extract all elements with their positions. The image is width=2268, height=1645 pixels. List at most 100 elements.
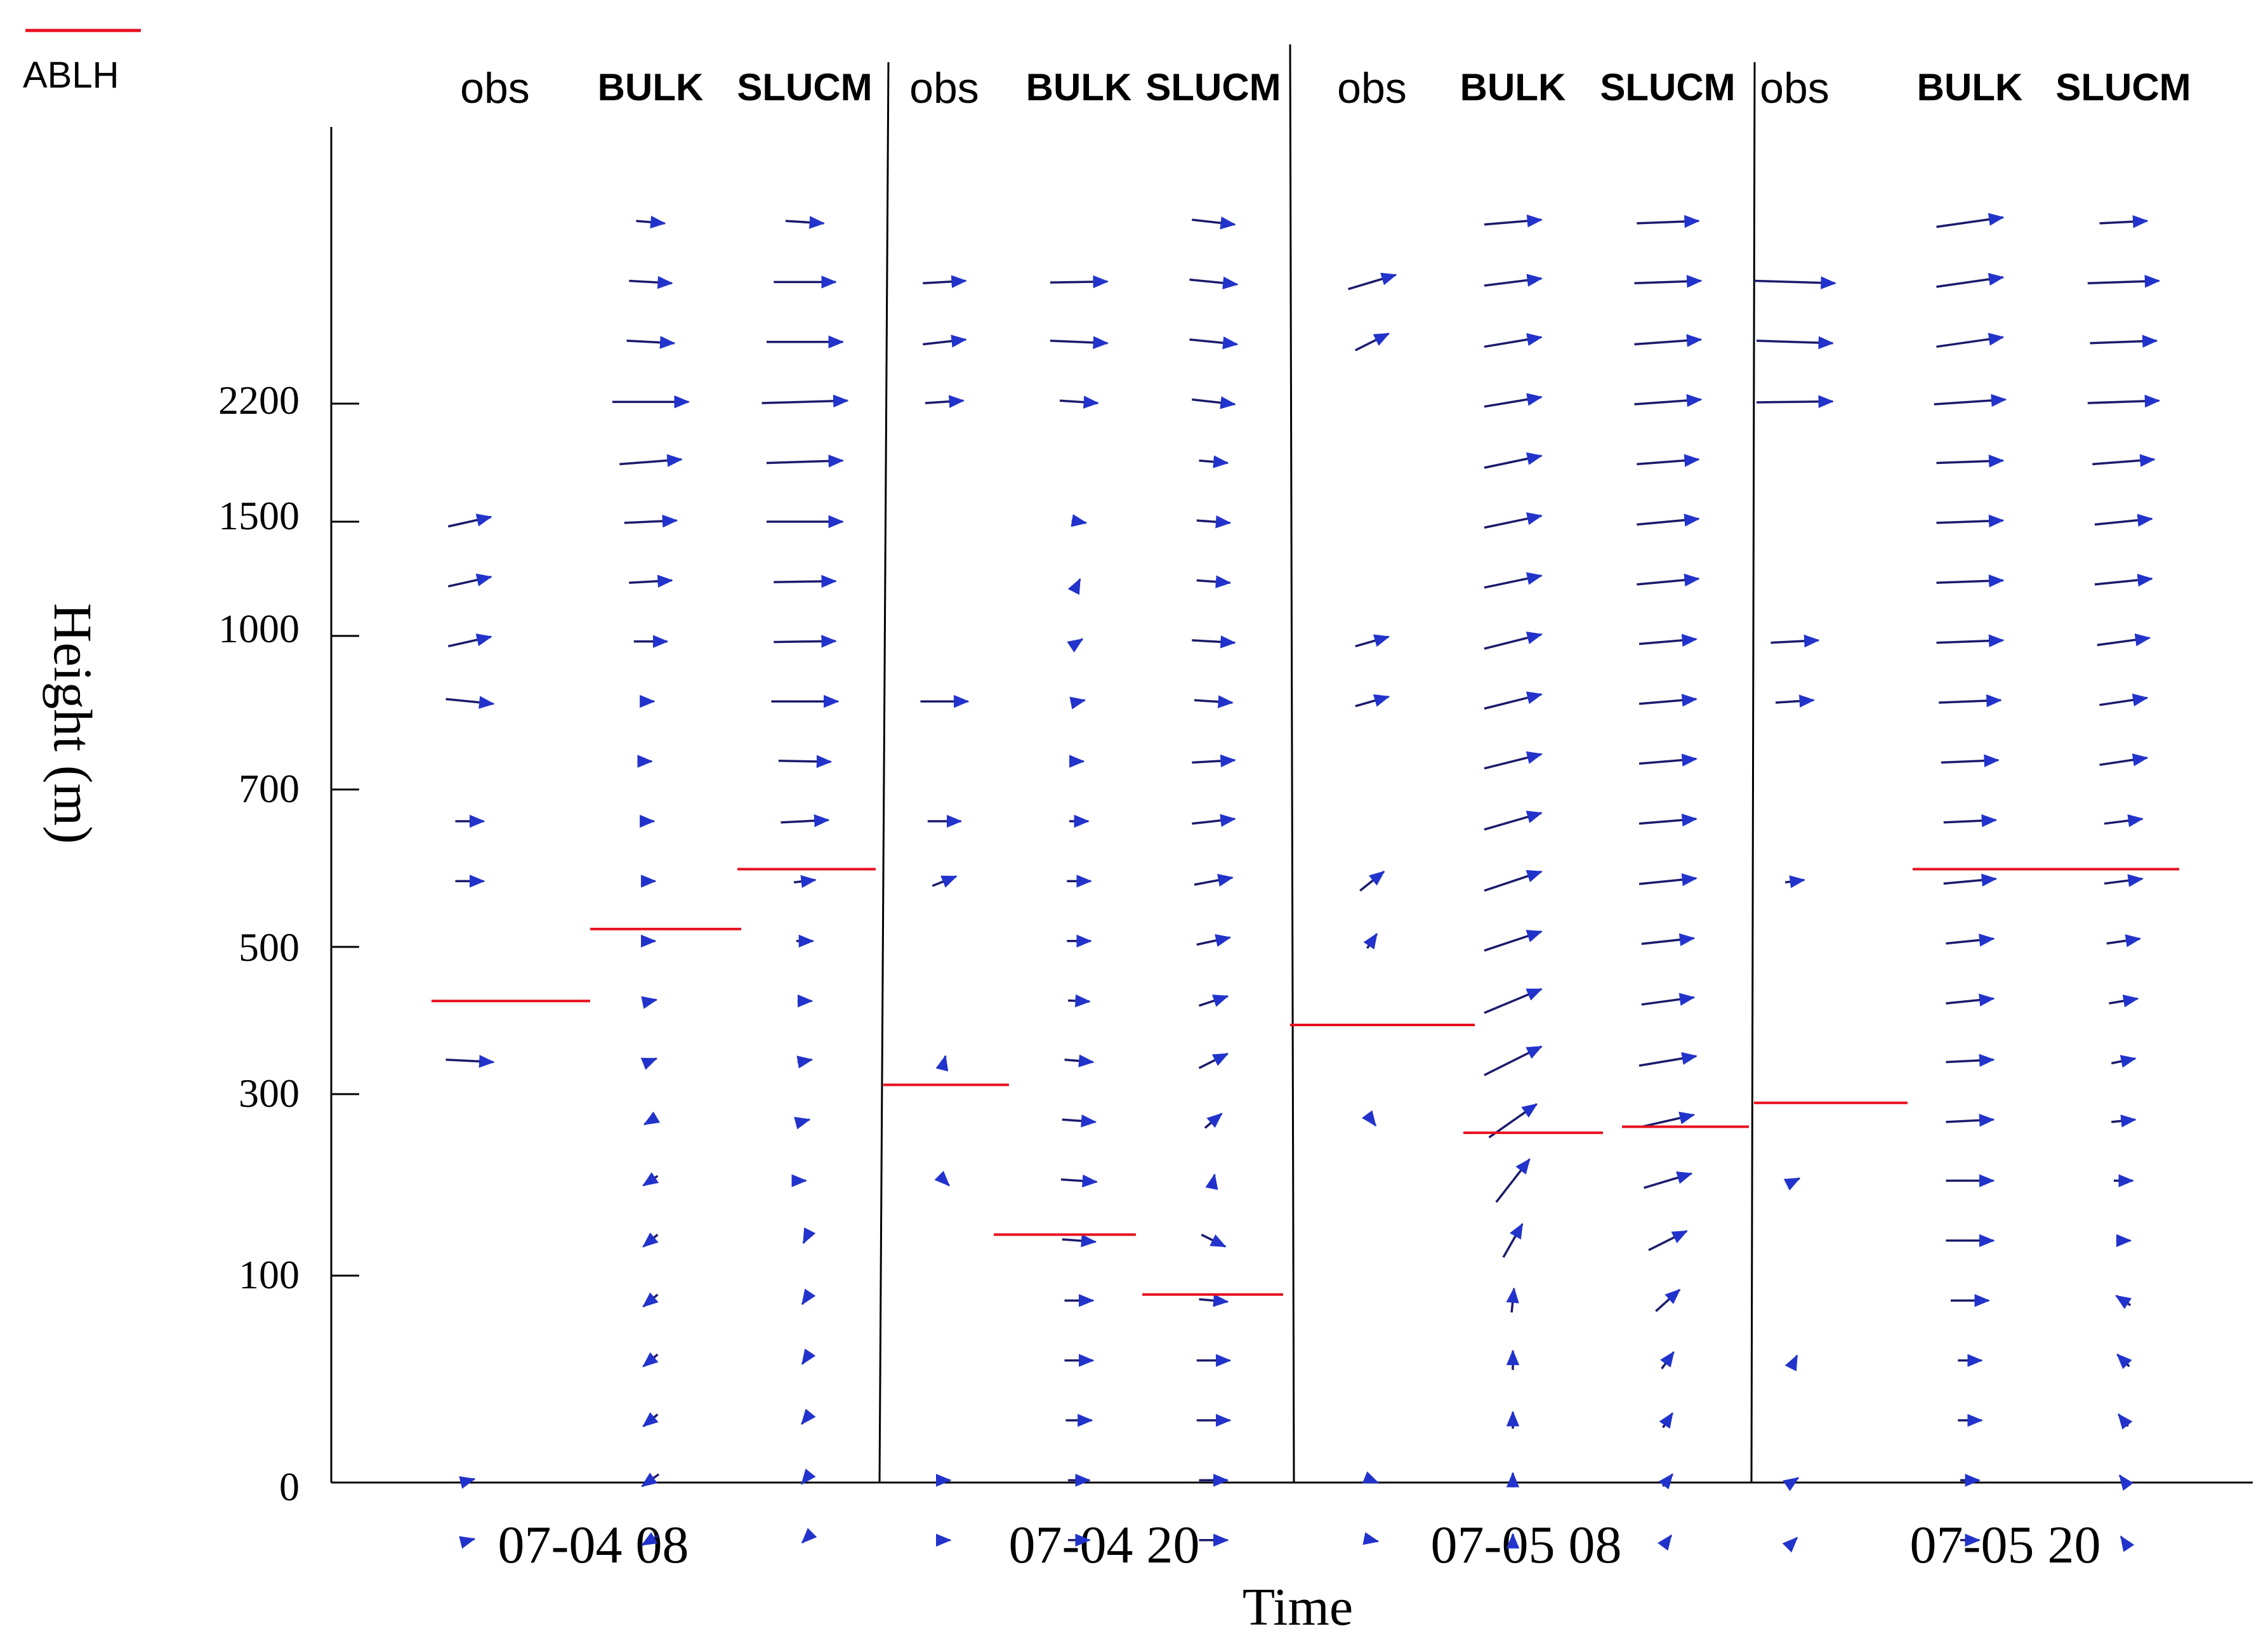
wind-arrow <box>459 1536 476 1549</box>
wind-arrow <box>1067 638 1084 653</box>
wind-arrow <box>1637 573 1700 587</box>
ablh-lines <box>432 868 2179 1296</box>
x-tick-label: 07-05 08 <box>1431 1516 1622 1575</box>
wind-arrow <box>801 1469 816 1485</box>
wind-arrow <box>642 1292 659 1307</box>
wind-arrow <box>1775 694 1816 708</box>
wind-arrow <box>794 1116 811 1130</box>
wind-arrow <box>1071 514 1088 527</box>
wind-arrow <box>1484 691 1543 710</box>
legend: ABLH <box>23 29 141 96</box>
wind-arrow <box>2120 1535 2135 1552</box>
wind-arrow <box>774 574 837 588</box>
wind-arrow <box>2094 573 2154 587</box>
y-tick-label: 700 <box>239 766 300 811</box>
wind-arrow <box>1946 993 1995 1007</box>
wind-arrow <box>1359 871 1385 892</box>
wind-arrow <box>1638 813 1698 827</box>
wind-arrow <box>1199 455 1229 468</box>
period-divider-1 <box>878 62 890 1483</box>
wind-arrow <box>1634 393 1703 407</box>
wind-arrow <box>2104 814 2144 828</box>
wind-arrow <box>1783 1177 1801 1191</box>
wind-arrow <box>2111 1114 2137 1128</box>
wind-arrow <box>1946 1114 1995 1127</box>
column-header: BULK <box>1917 66 2023 109</box>
wind-arrow <box>629 574 673 588</box>
wind-arrow <box>796 1055 814 1069</box>
wind-arrow <box>1192 216 1236 230</box>
wind-arrow <box>1936 333 2005 348</box>
wind-arrow <box>2099 215 2149 228</box>
wind-arrow <box>1655 1288 1681 1312</box>
wind-arrow <box>1355 333 1390 352</box>
wind-arrow <box>1637 215 1700 228</box>
wind-arrow <box>624 514 678 528</box>
wind-arrow <box>1638 1052 1698 1067</box>
wind-arrow <box>1936 213 2005 228</box>
wind-arrow <box>1754 276 1836 289</box>
column-header: SLUCM <box>1145 66 1281 109</box>
wind-arrow <box>641 1532 659 1546</box>
wind-arrow <box>2115 1295 2132 1309</box>
column-header: obs <box>1337 64 1407 112</box>
column-headers: obs BULK SLUCM obs BULK SLUCM obs BULK S… <box>460 64 2191 112</box>
y-ticks: 0 100 300 500 700 1000 1500 2200 <box>218 378 359 1509</box>
wind-arrow <box>1484 631 1543 650</box>
wind-arrow <box>1782 1536 1798 1553</box>
wind-arrow <box>1657 1534 1673 1551</box>
wind-arrow <box>1484 333 1543 348</box>
column-header: BULK <box>1026 66 1132 109</box>
wind-arrow <box>1194 695 1234 708</box>
wind-arrow <box>774 635 837 648</box>
x-tick-labels: 07-04 08 07-04 20 07-05 08 07-05 20 <box>498 1516 2101 1575</box>
wind-arrow <box>1659 1412 1673 1429</box>
wind-arrow <box>1189 276 1239 290</box>
wind-arrow <box>1770 634 1820 648</box>
wind-arrow <box>626 336 676 349</box>
period-divider-2 <box>1289 44 1295 1483</box>
wind-arrow <box>459 1476 476 1489</box>
wind-arrow <box>1484 930 1543 952</box>
wind-arrow <box>802 1227 816 1245</box>
wind-arrow <box>925 395 965 408</box>
wind-arrow <box>1196 575 1232 588</box>
wind-arrow <box>629 275 673 289</box>
wind-arrow <box>1506 1287 1519 1313</box>
x-axis-title: Time <box>1243 1578 1353 1637</box>
wind-arrow <box>1484 214 1543 228</box>
wind-arrow <box>1069 696 1086 710</box>
wind-arrow <box>935 1055 949 1072</box>
wind-arrow <box>642 1232 659 1248</box>
wind-arrow <box>2092 454 2156 467</box>
column-header: obs <box>1760 64 1830 112</box>
y-tick-label: 2200 <box>218 378 300 423</box>
wind-arrow <box>1484 1045 1543 1076</box>
wind-arrow <box>1050 275 1109 289</box>
wind-arrow <box>1941 754 2000 767</box>
wind-arrow <box>2099 753 2149 767</box>
wind-arrow <box>1192 754 1236 768</box>
wind-arrow <box>447 573 492 588</box>
wind-arrow <box>1484 988 1543 1014</box>
wind-arrow <box>1939 694 2002 708</box>
wind-arrow <box>1362 1532 1380 1545</box>
wind-arrow <box>1347 272 1397 291</box>
wind-arrow <box>801 1408 816 1425</box>
wind-arrow <box>1638 753 1698 767</box>
wind-arrow <box>1484 274 1543 287</box>
wind-arrow <box>1194 873 1234 887</box>
wind-arrow <box>1641 933 1696 946</box>
wind-arrow <box>1059 395 1100 409</box>
wind-arrow <box>1936 272 2005 288</box>
wind-arrow <box>1189 336 1239 350</box>
wind-arrow <box>793 875 817 889</box>
wind-arrow <box>642 1412 659 1427</box>
wind-arrow <box>1484 512 1543 529</box>
wind-arrow <box>1484 452 1543 469</box>
column-header: SLUCM <box>737 66 872 109</box>
wind-arrow <box>636 215 666 229</box>
wind-arrow <box>642 1172 659 1187</box>
wind-arrow <box>923 334 967 348</box>
